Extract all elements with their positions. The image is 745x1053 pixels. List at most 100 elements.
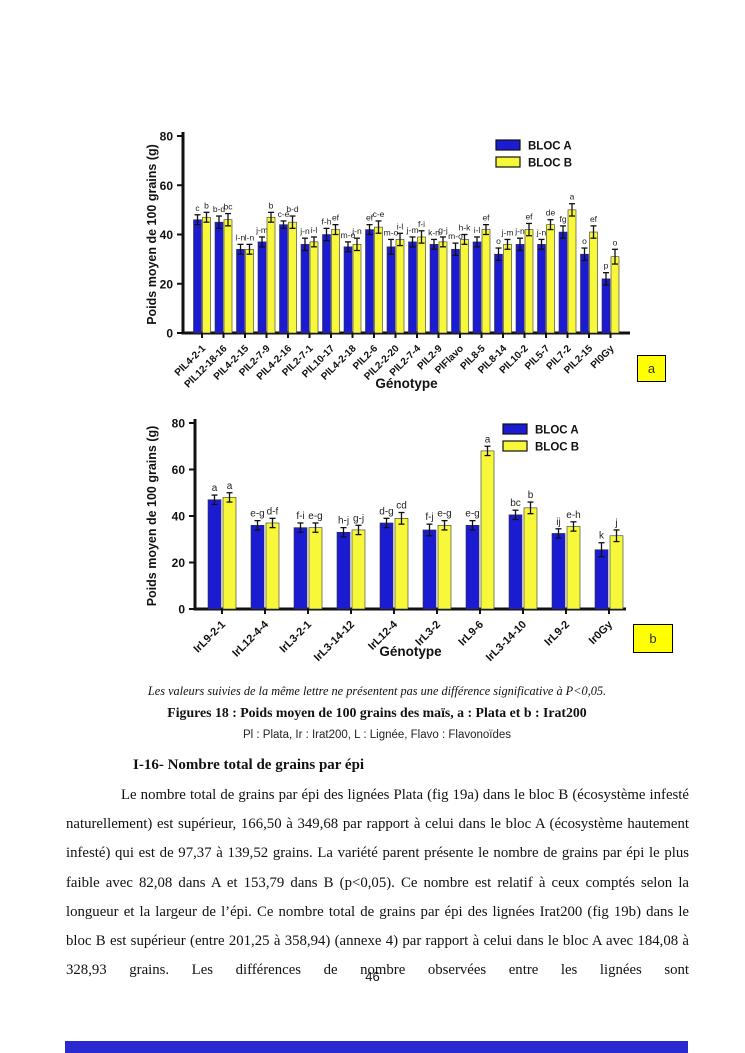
significance-letter: fg: [559, 214, 566, 224]
significance-letter: a: [485, 434, 491, 445]
bar-bloc-a: [408, 241, 417, 334]
x-category-label: Ir0Gy: [587, 618, 616, 647]
bar-bloc-a: [386, 246, 396, 334]
y-tick-label: 0: [166, 327, 173, 341]
bar-bloc-b: [222, 497, 237, 610]
bar-bloc-a: [451, 248, 460, 334]
x-axis-title: Génotype: [379, 644, 442, 659]
significance-letter: ij: [556, 517, 560, 528]
page-number: 46: [365, 969, 380, 984]
significance-letter: i-l: [311, 225, 318, 235]
legend-label: BLOC B: [528, 158, 572, 170]
legend-label: BLOC A: [535, 425, 579, 437]
significance-letter: g-j: [438, 225, 448, 235]
bar-bloc-b: [245, 248, 254, 334]
legend-label: BLOC B: [535, 442, 579, 454]
bar-bloc-a: [551, 533, 566, 610]
bar-bloc-b: [567, 209, 577, 334]
bar-bloc-b: [308, 527, 323, 610]
bar-bloc-a: [537, 244, 546, 334]
bar-bloc-b: [351, 529, 366, 610]
significance-letter: de: [546, 208, 556, 218]
bar-bloc-b: [309, 241, 319, 334]
bar-bloc-a: [300, 244, 310, 334]
bar-bloc-b: [566, 526, 581, 610]
body-paragraph: Le nombre total de grains par épi des li…: [66, 787, 689, 979]
bar-bloc-a: [472, 241, 482, 334]
x-category-label: IrL9-2-1: [192, 619, 229, 656]
significance-letter: l-n: [236, 232, 246, 242]
bar-bloc-b: [266, 216, 276, 334]
bar-bloc-a: [250, 525, 265, 610]
bar-bloc-b: [480, 450, 495, 610]
significance-letter: e-g: [437, 509, 451, 520]
bar-bloc-a: [293, 527, 308, 610]
significance-letter: e-g: [250, 509, 264, 520]
x-category-label: IrL3-14-12: [312, 619, 357, 664]
bar-bloc-a: [558, 231, 568, 334]
y-tick-label: 40: [172, 510, 186, 524]
significance-letter: f-i: [296, 511, 304, 522]
bar-bloc-b: [352, 244, 362, 334]
significance-letter: h-k: [459, 223, 472, 233]
bar-bloc-a: [207, 499, 222, 610]
significance-letter: l-n: [245, 232, 255, 242]
significance-letter: j-n: [536, 227, 547, 237]
significance-letter: c-e: [373, 209, 385, 219]
bar-bloc-b: [417, 236, 426, 334]
bar-bloc-a: [379, 522, 394, 610]
bar-bloc-b: [374, 226, 383, 334]
bar-bloc-a: [257, 241, 267, 334]
figure18-chart-b-irat200: 0 20 40 60 80 IrL9-2-1 a a IrL12-4-4 e-g d-f IrL3-2…: [138, 413, 652, 676]
significance-letter: ef: [525, 211, 533, 221]
figure18-chart-a-plata: 0 20 40 60 80 PlL4-2-1 c b PlL12-18-16 b-d bc PlL4-…: [138, 126, 652, 413]
bar-bloc-a: [365, 229, 374, 334]
legend-swatch: [502, 440, 528, 452]
legend-label: BLOC A: [528, 141, 572, 153]
bar-bloc-b: [481, 229, 491, 334]
significance-letter: j: [614, 518, 617, 529]
significance-letter: ef: [590, 214, 598, 224]
significance-letter: e-g: [465, 509, 479, 520]
bar-bloc-a: [580, 253, 589, 334]
significance-letter: m-o: [341, 230, 356, 240]
figure-panel-label-a: a: [637, 355, 666, 382]
significance-letter: e-g: [308, 511, 322, 522]
section-heading: I-16- Nombre total de grains par épi: [133, 757, 365, 773]
bar-bloc-a: [322, 234, 331, 334]
y-axis-title: Poids moyen de 100 grains (g): [145, 426, 159, 607]
significance-letter: b: [204, 200, 209, 210]
bar-bloc-a: [465, 525, 480, 610]
significance-letter: ef: [482, 213, 490, 223]
significance-letter: o: [496, 236, 501, 246]
significance-letter: b: [269, 200, 274, 210]
y-tick-label: 60: [172, 463, 186, 477]
bar-bloc-a: [601, 278, 611, 334]
legend-swatch: [495, 139, 521, 151]
legend-swatch: [502, 423, 528, 435]
bar-bloc-b: [223, 219, 233, 334]
bar-bloc-a: [343, 246, 353, 334]
significance-letter: m-o: [448, 231, 463, 241]
y-tick-label: 40: [160, 228, 174, 242]
x-axis-title: Génotype: [375, 376, 438, 391]
figure-abbreviations-note: Pl : Plata, Ir : Irat200, L : Lignée, Fl…: [242, 729, 512, 741]
significance-letter: c: [195, 203, 200, 213]
bar-bloc-b: [609, 535, 624, 610]
significance-letter: o: [582, 236, 587, 246]
significance-letter: cd: [396, 501, 407, 512]
significance-letter: b: [528, 490, 534, 501]
x-category-label: IrL3-14-10: [484, 619, 529, 664]
bar-bloc-b: [395, 239, 405, 334]
bar-bloc-a: [279, 224, 288, 334]
significance-letter: j-n: [514, 226, 525, 236]
significance-letter: c-e: [278, 209, 290, 219]
significance-letter: bc: [224, 202, 234, 212]
bar-bloc-b: [331, 229, 340, 334]
bar-bloc-b: [265, 522, 280, 610]
significance-letter: i-l: [397, 221, 404, 231]
y-axis-title: Poids moyen de 100 grains (g): [145, 144, 159, 325]
significance-letter: j-n: [351, 226, 362, 236]
significance-letter: k-n: [428, 227, 440, 237]
